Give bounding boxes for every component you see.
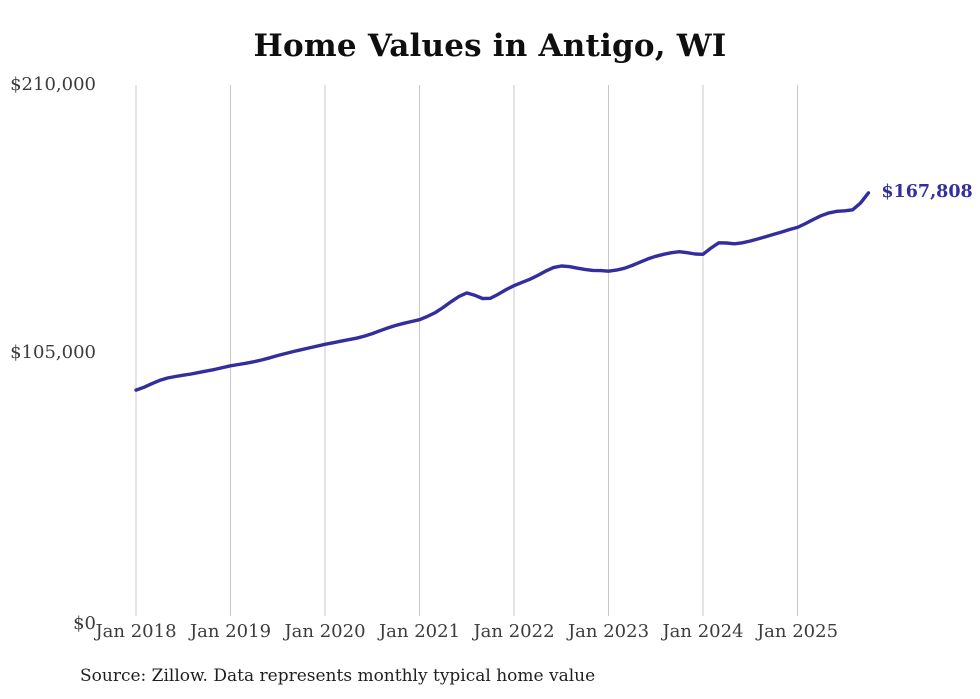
x-axis-tick-jan-2020: Jan 2020: [284, 621, 366, 642]
y-axis-tick-210000: $210,000: [10, 74, 96, 95]
x-axis-tick-jan-2018: Jan 2018: [95, 621, 177, 642]
x-axis-tick-jan-2019: Jan 2019: [189, 621, 272, 642]
x-axis-tick-jan-2025: Jan 2025: [756, 621, 839, 642]
x-axis-tick-jan-2022: Jan 2022: [473, 621, 555, 642]
x-axis-tick-jan-2023: Jan 2023: [567, 621, 650, 642]
y-axis-tick-105000: $105,000: [10, 342, 96, 363]
y-axis-tick-0: $0: [73, 613, 96, 634]
end-value-label: $167,808: [881, 181, 973, 202]
source-note: Source: Zillow. Data represents monthly …: [80, 666, 596, 686]
home-value-line: [134, 191, 871, 392]
x-axis-tick-jan-2024: Jan 2024: [662, 621, 744, 642]
chart-title: Home Values in Antigo, WI: [253, 28, 727, 64]
x-axis-tick-jan-2021: Jan 2021: [378, 621, 461, 642]
